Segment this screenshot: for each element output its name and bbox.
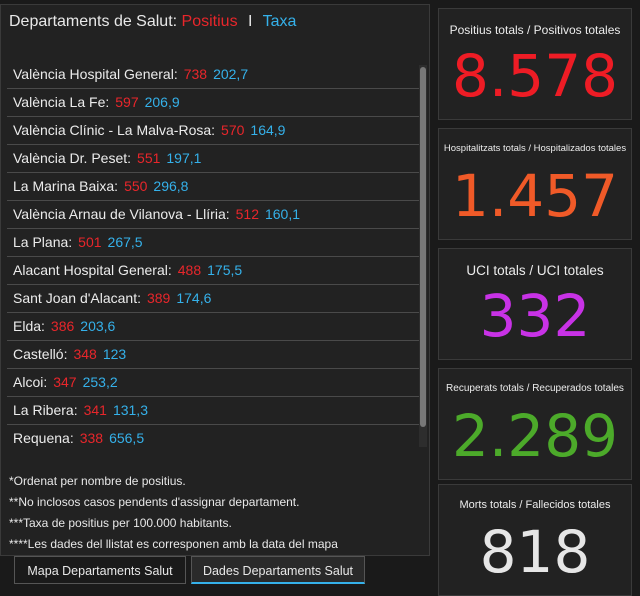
taxa-value: 253,2 bbox=[82, 374, 118, 390]
positius-value: 501 bbox=[78, 234, 102, 250]
department-name: València Dr. Peset: bbox=[13, 150, 132, 166]
tab-dades-departaments[interactable]: Dades Departaments Salut bbox=[191, 556, 365, 584]
taxa-value: 203,6 bbox=[80, 318, 116, 334]
positius-value: 570 bbox=[221, 122, 245, 138]
positius-value: 341 bbox=[83, 402, 107, 418]
list-item[interactable]: València Dr. Peset: 551 197,1 bbox=[7, 145, 421, 173]
card-title: UCI totals / UCI totales bbox=[466, 263, 604, 278]
list-item[interactable]: Elda: 386 203,6 bbox=[7, 313, 421, 341]
taxa-value: 164,9 bbox=[250, 122, 286, 138]
department-name: València Hospital General: bbox=[13, 66, 178, 82]
taxa-value: 202,7 bbox=[213, 66, 249, 82]
list-item[interactable]: Requena: 338 656,5 bbox=[7, 425, 421, 447]
departments-list[interactable]: València Hospital General: 738 202,7 Valèn… bbox=[7, 61, 421, 447]
department-name: Requena: bbox=[13, 430, 74, 446]
positius-value: 348 bbox=[73, 346, 97, 362]
positius-value: 738 bbox=[183, 66, 208, 82]
legend-taxa: Taxa bbox=[262, 13, 297, 30]
taxa-value: 131,3 bbox=[112, 402, 148, 418]
panel-title: Departaments de Salut: bbox=[9, 13, 178, 30]
card-title: Morts totals / Fallecidos totales bbox=[459, 499, 611, 511]
list-item[interactable]: La Marina Baixa: 550 296,8 bbox=[7, 173, 421, 201]
department-name: València Clínic - La Malva-Rosa: bbox=[13, 122, 216, 138]
taxa-value: 123 bbox=[102, 346, 127, 362]
taxa-value: 267,5 bbox=[107, 234, 143, 250]
scrollbar-thumb[interactable] bbox=[420, 67, 426, 427]
list-item[interactable]: València Arnau de Vilanova - Llíria: 512 1… bbox=[7, 201, 421, 229]
footnote: *Ordenat per nombre de positius. bbox=[9, 474, 186, 488]
card-value: 2.289 bbox=[451, 402, 619, 470]
department-name: La Plana: bbox=[13, 234, 73, 250]
list-item[interactable]: València Hospital General: 738 202,7 bbox=[7, 61, 421, 89]
card-value: 332 bbox=[479, 282, 591, 350]
positius-value: 389 bbox=[146, 290, 171, 306]
list-scrollbar[interactable] bbox=[419, 65, 427, 447]
card-hospitalitzats: Hospitalitzats totals / Hospitalizados t… bbox=[438, 128, 632, 240]
department-name: Sant Joan d'Alacant: bbox=[13, 290, 141, 306]
card-positius: Positius totals / Positivos totales 8.57… bbox=[438, 8, 632, 120]
department-name: Alcoi: bbox=[13, 374, 48, 390]
list-item[interactable]: Castelló: 348 123 bbox=[7, 341, 421, 369]
card-morts: Morts totals / Fallecidos totales 818 bbox=[438, 484, 632, 596]
positius-value: 512 bbox=[235, 206, 259, 222]
positius-value: 347 bbox=[53, 374, 77, 390]
taxa-value: 656,5 bbox=[109, 430, 145, 446]
legend-separator: I bbox=[248, 13, 253, 30]
card-value: 1.457 bbox=[451, 162, 619, 230]
list-item[interactable]: València La Fe: 597 206,9 bbox=[7, 89, 421, 117]
card-recuperats: Recuperats totals / Recuperados totales … bbox=[438, 368, 632, 480]
taxa-value: 206,9 bbox=[144, 94, 180, 110]
list-item[interactable]: València Clínic - La Malva-Rosa: 570 164,9 bbox=[7, 117, 421, 145]
list-item[interactable]: Sant Joan d'Alacant: 389 174,6 bbox=[7, 285, 421, 313]
legend-positius: Positius bbox=[181, 13, 238, 30]
departments-panel: Departaments de Salut: Positius I Taxa V… bbox=[0, 4, 430, 556]
card-uci: UCI totals / UCI totales 332 bbox=[438, 248, 632, 360]
department-name: València Arnau de Vilanova - Llíria: bbox=[13, 206, 230, 222]
card-value: 8.578 bbox=[451, 42, 619, 110]
list-item[interactable]: La Plana: 501 267,5 bbox=[7, 229, 421, 257]
taxa-value: 197,1 bbox=[166, 150, 202, 166]
positius-value: 386 bbox=[50, 318, 75, 334]
card-title: Hospitalitzats totals / Hospitalizados t… bbox=[443, 143, 627, 154]
taxa-value: 160,1 bbox=[264, 206, 301, 222]
card-title: Positius totals / Positivos totales bbox=[449, 23, 621, 37]
footnote: ***Taxa de positius per 100.000 habitant… bbox=[9, 516, 232, 530]
list-item[interactable]: Alacant Hospital General: 488 175,5 bbox=[7, 257, 421, 285]
footnote: ****Les dades del llistat es corresponen… bbox=[9, 537, 338, 551]
department-name: La Marina Baixa: bbox=[13, 178, 119, 194]
list-item[interactable]: Alcoi: 347 253,2 bbox=[7, 369, 421, 397]
positius-value: 488 bbox=[177, 262, 202, 278]
footnotes: *Ordenat per nombre de positius. **No in… bbox=[9, 471, 338, 555]
department-name: Castelló: bbox=[13, 346, 68, 362]
department-name: La Ribera: bbox=[13, 402, 78, 418]
department-name: Elda: bbox=[13, 318, 45, 334]
taxa-value: 174,6 bbox=[176, 290, 212, 306]
positius-value: 338 bbox=[79, 430, 104, 446]
positius-value: 551 bbox=[137, 150, 161, 166]
card-value: 818 bbox=[479, 518, 591, 586]
panel-header: Departaments de Salut: Positius I Taxa bbox=[9, 13, 296, 31]
card-title: Recuperats totals / Recuperados totales bbox=[446, 383, 624, 394]
positius-value: 597 bbox=[115, 94, 139, 110]
positius-value: 550 bbox=[124, 178, 148, 194]
taxa-value: 175,5 bbox=[207, 262, 243, 278]
department-name: València La Fe: bbox=[13, 94, 110, 110]
footnote: **No inclosos casos pendents d'assignar … bbox=[9, 495, 300, 509]
taxa-value: 296,8 bbox=[153, 178, 189, 194]
department-name: Alacant Hospital General: bbox=[13, 262, 172, 278]
tab-mapa-departaments[interactable]: Mapa Departaments Salut bbox=[14, 556, 186, 584]
list-item[interactable]: La Ribera: 341 131,3 bbox=[7, 397, 421, 425]
